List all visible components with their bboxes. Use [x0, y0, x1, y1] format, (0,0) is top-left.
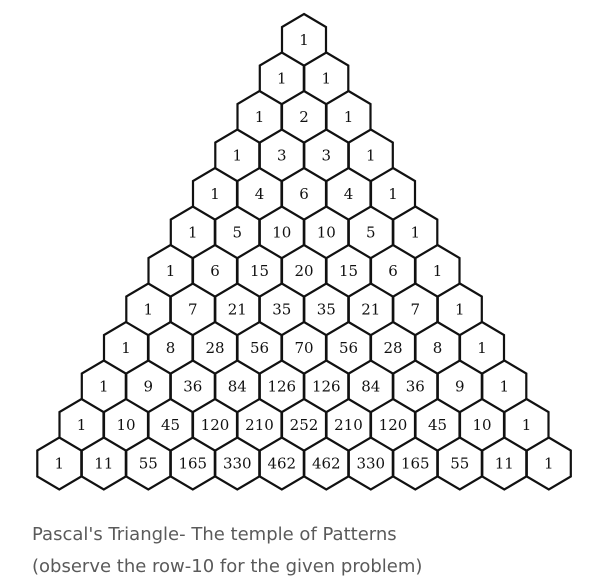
cell-value: 10 [116, 416, 135, 434]
cell-value: 56 [339, 339, 358, 357]
cell-value: 5 [233, 224, 243, 242]
cell-value: 165 [178, 455, 207, 473]
caption-note: (observe the row-10 for the given proble… [32, 556, 423, 577]
triangle-row-5: 1 5 10 10 5 1 [169, 205, 439, 260]
cell-value: 35 [272, 301, 291, 319]
cell-value: 11 [495, 455, 514, 473]
cell-value: 1 [388, 185, 398, 203]
cell-value: 10 [272, 224, 291, 242]
triangle-row-8: 1 8 28 56 70 56 28 8 1 [102, 320, 506, 376]
cell-value: 8 [166, 339, 176, 357]
cell-value: 9 [455, 378, 465, 396]
cell-value: 21 [361, 301, 380, 319]
cell-value: 28 [205, 339, 224, 357]
cell-value: 3 [277, 147, 287, 165]
cell-value: 1 [277, 70, 287, 88]
cell-value: 1 [299, 31, 309, 49]
cell-value: 1 [477, 339, 487, 357]
cell-value: 1 [166, 262, 176, 280]
triangle-row-11: 1 11 55 165 330 462 462 330 165 55 11 1 [36, 436, 572, 491]
cell-value: 1 [544, 455, 554, 473]
cell-value: 1 [188, 224, 198, 242]
cell-value: 6 [388, 262, 398, 280]
cell-value: 1 [500, 378, 510, 396]
cell-value: 1 [255, 108, 265, 126]
cell-value: 210 [334, 416, 363, 434]
cell-value: 1 [455, 301, 465, 319]
cell-value: 4 [344, 185, 354, 203]
cell-value: 1 [366, 147, 376, 165]
cell-value: 252 [290, 416, 319, 434]
cell-value: 330 [223, 455, 252, 473]
cell-value: 55 [450, 455, 469, 473]
cell-value: 21 [228, 301, 247, 319]
cell-value: 120 [201, 416, 230, 434]
cell-value: 210 [245, 416, 274, 434]
cell-value: 1 [210, 185, 220, 203]
cell-value: 7 [188, 301, 198, 319]
pascals-triangle-diagram: 11 11 2 11 3 3 11 4 6 4 11 5 10 10 5 11 6 15 20 15 6 11 7 21 35 3… [36, 12, 572, 491]
cell-value: 6 [210, 262, 220, 280]
triangle-row-3: 1 3 3 1 [214, 128, 394, 183]
cell-value: 56 [250, 339, 269, 357]
hex-cell [525, 436, 572, 491]
cell-value: 35 [317, 301, 336, 319]
triangle-row-2: 1 2 1 [236, 89, 372, 145]
cell-value: 84 [361, 378, 380, 396]
cell-value: 84 [228, 378, 247, 396]
cell-value: 45 [161, 416, 180, 434]
cell-value: 10 [317, 224, 336, 242]
cell-value: 126 [267, 378, 296, 396]
caption-title: Pascal's Triangle- The temple of Pattern… [32, 524, 397, 545]
cell-value: 8 [433, 339, 443, 357]
triangle-row-9: 1 9 36 84 126 126 84 36 9 1 [80, 359, 528, 414]
cell-value: 462 [312, 455, 341, 473]
cell-value: 330 [356, 455, 385, 473]
cell-value: 1 [433, 262, 443, 280]
cell-value: 5 [366, 224, 376, 242]
cell-value: 20 [294, 262, 313, 280]
cell-value: 7 [411, 301, 421, 319]
triangle-row-10: 1 10 45 120 210 252 210 120 45 10 1 [58, 397, 550, 453]
cell-value: 55 [139, 455, 158, 473]
cell-value: 3 [322, 147, 332, 165]
cell-value: 120 [379, 416, 408, 434]
cell-value: 4 [255, 185, 265, 203]
cell-value: 1 [55, 455, 65, 473]
cell-value: 1 [77, 416, 87, 434]
cell-value: 1 [121, 339, 131, 357]
cell-value: 11 [94, 455, 113, 473]
cell-value: 165 [401, 455, 430, 473]
cell-value: 70 [294, 339, 313, 357]
cell-value: 15 [339, 262, 358, 280]
triangle-row-4: 1 4 6 4 1 [191, 166, 417, 222]
cell-value: 462 [267, 455, 296, 473]
cell-value: 1 [411, 224, 421, 242]
cell-value: 28 [383, 339, 402, 357]
cell-value: 10 [472, 416, 491, 434]
cell-value: 1 [344, 108, 354, 126]
cell-value: 15 [250, 262, 269, 280]
cell-value: 1 [522, 416, 532, 434]
cell-value: 36 [183, 378, 202, 396]
cell-value: 1 [322, 70, 332, 88]
cell-value: 126 [312, 378, 341, 396]
cell-value: 6 [299, 185, 309, 203]
triangle-row-6: 1 6 15 20 15 6 1 [147, 243, 461, 299]
cell-value: 45 [428, 416, 447, 434]
cell-value: 9 [144, 378, 154, 396]
cell-value: 1 [99, 378, 109, 396]
cell-value: 1 [144, 301, 154, 319]
cell-value: 2 [299, 108, 309, 126]
cell-value: 1 [233, 147, 243, 165]
cell-value: 36 [406, 378, 425, 396]
